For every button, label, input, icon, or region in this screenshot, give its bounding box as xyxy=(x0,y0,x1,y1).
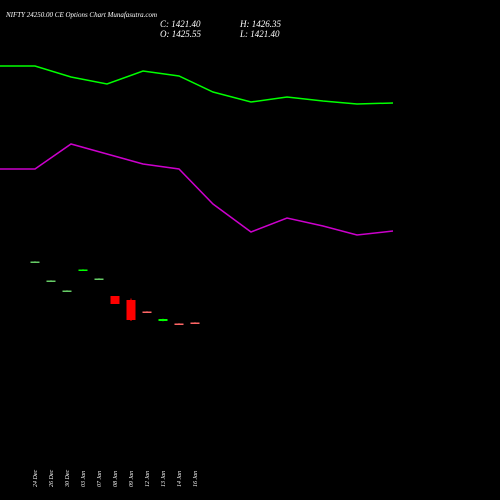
candle xyxy=(174,323,184,325)
x-axis-ticks: 24 Dec 26 Dec 30 Dec 03 Jan 07 Jan 08 Jan 09 J… xyxy=(32,470,199,488)
candle-body xyxy=(142,311,152,313)
x-tick-label: 12 Jan xyxy=(145,471,151,487)
high-price-label: H: 1426.35 xyxy=(239,19,281,29)
candle xyxy=(62,290,72,292)
candle xyxy=(126,298,136,321)
x-tick-label: 09 Jan xyxy=(129,471,135,487)
overlay-line-lower xyxy=(0,143,394,236)
candle xyxy=(46,280,56,282)
candle-body xyxy=(62,290,72,292)
x-tick-label: 26 Dec xyxy=(49,470,55,487)
candle xyxy=(142,311,152,313)
low-price-label: L: 1421.40 xyxy=(239,29,280,39)
candle xyxy=(158,318,168,322)
candle-body xyxy=(110,296,120,304)
candle-body xyxy=(46,280,56,282)
x-tick-label: 13 Jan xyxy=(161,471,167,487)
candle-body xyxy=(174,323,184,325)
open-price-label: O: 1425.55 xyxy=(160,29,201,39)
candle-body xyxy=(158,319,168,321)
close-price-label: C: 1421.40 xyxy=(160,19,201,29)
candle-body xyxy=(94,278,104,280)
candle-body xyxy=(126,300,136,320)
x-tick-label: 08 Jan xyxy=(113,471,119,487)
candle xyxy=(110,296,120,304)
x-tick-label: 14 Jan xyxy=(176,471,183,487)
x-tick-label: 03 Jan xyxy=(81,471,87,487)
candle-body xyxy=(190,322,200,324)
candle xyxy=(94,278,104,280)
candle-body xyxy=(30,261,40,263)
overlay-line-upper xyxy=(0,65,394,105)
candles-layer xyxy=(30,261,200,325)
candle-body xyxy=(78,269,88,271)
x-tick-label: 30 Dec xyxy=(65,470,71,488)
x-tick-label: 16 Jan xyxy=(193,471,199,487)
candle xyxy=(78,269,88,271)
x-tick-label: 24 Dec xyxy=(32,470,39,487)
x-tick-label: 07 Jan xyxy=(97,471,103,487)
candle xyxy=(30,261,40,263)
chart-title: NIFTY 24250.00 CE Options Chart Munafasu… xyxy=(5,11,157,19)
candle xyxy=(190,322,200,324)
